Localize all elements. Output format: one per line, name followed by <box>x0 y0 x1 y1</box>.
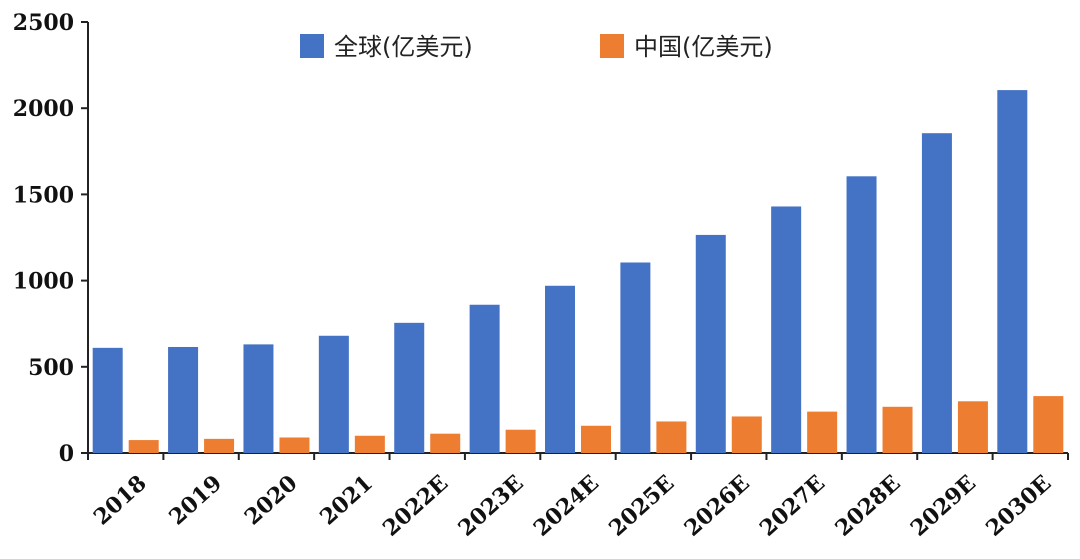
china-bar-2019 <box>204 438 235 453</box>
axes: 0 500 1000 1500 2000 2500 2018 2019 2020 2021 2022… <box>13 10 1069 542</box>
china-bar-2023E <box>505 429 536 453</box>
global-bar-2025E <box>620 262 651 453</box>
x-tick-label: 2022E <box>378 470 453 542</box>
global-bar-2020 <box>243 344 274 453</box>
china-bar-2028E <box>882 406 913 453</box>
legend-swatch <box>600 34 624 58</box>
legend: 全球(亿美元) 中国(亿美元) <box>300 33 773 61</box>
global-bar-2026E <box>695 234 726 453</box>
x-tick-label: 2024E <box>529 470 604 542</box>
global-bar-2023E <box>469 304 500 453</box>
global-bar-2019 <box>168 346 199 453</box>
global-bar-2027E <box>771 206 802 453</box>
bars <box>92 90 1064 454</box>
china-bar-2027E <box>807 411 838 453</box>
x-tick-label: 2029E <box>906 470 981 542</box>
legend-label: 全球(亿美元) <box>334 33 473 61</box>
x-tick-label: 2026E <box>679 470 754 542</box>
y-tick-label: 1000 <box>13 269 74 295</box>
y-tick-label: 2500 <box>13 10 74 36</box>
legend-swatch <box>300 34 324 58</box>
y-tick-label: 1500 <box>13 182 74 208</box>
china-bar-2020 <box>279 437 310 453</box>
china-bar-2022E <box>430 433 461 453</box>
global-bar-2028E <box>846 176 877 453</box>
legend-label: 中国(亿美元) <box>634 33 773 61</box>
china-bar-2024E <box>581 425 611 453</box>
x-tick-label: 2030E <box>981 470 1056 542</box>
x-tick-label: 2027E <box>755 470 830 542</box>
china-bar-2025E <box>656 421 687 453</box>
x-tick-label: 2018 <box>89 470 152 530</box>
china-bar-2030E <box>1033 396 1064 453</box>
y-tick-label: 2000 <box>13 96 74 122</box>
x-tick-label: 2023E <box>453 470 528 542</box>
x-tick-label: 2019 <box>164 470 227 530</box>
global-bar-2021 <box>318 335 349 453</box>
global-bar-2030E <box>997 90 1028 454</box>
x-tick-label: 2021 <box>315 470 378 530</box>
global-bar-2018 <box>92 347 123 453</box>
x-tick-label: 2025E <box>604 470 679 542</box>
x-tick-label: 2020 <box>240 470 303 530</box>
global-bar-2024E <box>545 285 575 453</box>
china-bar-2029E <box>957 401 988 453</box>
y-tick-label: 0 <box>59 441 74 467</box>
global-bar-2029E <box>921 133 952 453</box>
china-bar-2026E <box>731 416 762 453</box>
china-bar-2018 <box>128 440 159 453</box>
y-tick-label: 500 <box>28 355 74 381</box>
china-bar-2021 <box>354 435 385 453</box>
global-bar-2022E <box>394 322 425 453</box>
x-tick-label: 2028E <box>830 470 905 542</box>
